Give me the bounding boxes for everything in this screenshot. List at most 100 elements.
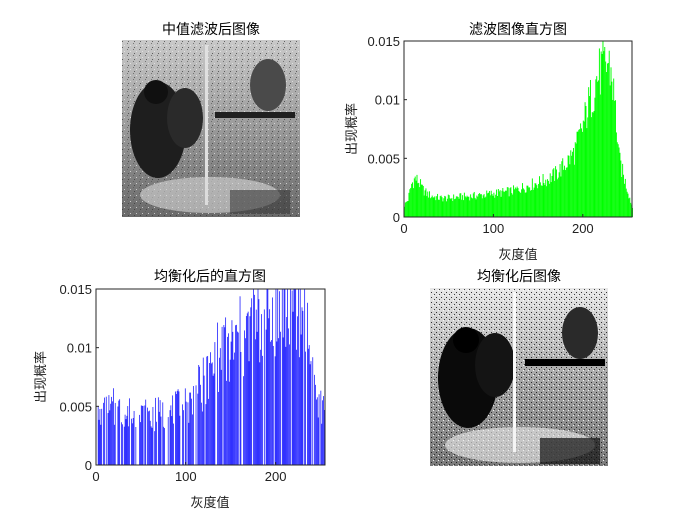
histogram-bar [307,348,309,465]
histogram-bar [154,431,156,465]
histogram-bar [480,194,482,217]
histogram-bar [123,426,125,465]
histogram-bar [169,410,171,465]
histogram-bar [291,290,293,465]
histogram-bar [275,289,277,465]
histogram-bar [406,201,408,217]
histogram-bar [564,165,565,217]
histogram-bar [464,196,466,217]
histogram-bar [270,341,271,465]
histogram-bar [486,190,488,217]
histogram-bar [211,362,213,465]
histogram-bar [536,185,538,217]
histogram-bar [307,302,308,465]
histogram-bar [521,189,523,217]
histogram-bar [178,391,180,465]
filtered-histogram-ticks: 0 100 200 0 0.005 0.01 0.015 [367,34,593,236]
histogram-bar [487,193,489,217]
histogram-bar [206,356,208,465]
histogram-bar [495,194,497,217]
histogram-bar [450,199,452,217]
histogram-bar [599,94,601,217]
histogram-bar [317,417,319,465]
histogram-bar [577,131,579,217]
histogram-bar [615,100,616,217]
histogram-bar [573,164,575,217]
histogram-bar [140,422,141,465]
equalized-histogram-box [95,288,326,466]
histogram-bar [314,374,315,465]
histogram-bar [276,341,278,465]
histogram-bar [259,362,261,465]
title-filtered-histogram: 滤波图像直方图 [469,22,567,38]
histogram-bar [465,197,467,217]
histogram-bar [446,198,448,217]
histogram-bar [197,393,199,465]
histogram-bar [594,97,596,217]
histogram-bar [228,333,229,465]
y-tick-label: 0 [85,458,92,473]
histogram-bar [118,400,120,465]
histogram-bar [304,289,306,465]
histogram-bar [481,198,483,217]
histogram-bar [162,402,164,465]
histogram-bar [490,190,492,217]
histogram-bar [604,46,606,217]
histogram-bar [477,196,479,217]
histogram-bar [279,291,280,465]
histogram-bar [523,189,525,217]
histogram-bar [229,359,231,465]
histogram-bar [182,404,183,465]
y-tick-label: 0.01 [67,341,92,356]
histogram-bar [587,117,589,217]
x-tick-label: 100 [483,221,505,236]
histogram-bar [458,198,460,217]
histogram-bar [622,163,624,217]
histogram-bar [110,403,112,465]
histogram-bar [563,169,565,217]
histogram-bar [192,414,193,465]
histogram-bar [254,294,255,465]
histogram-bar [300,334,302,465]
histogram-bar [285,346,287,465]
histogram-bar [158,411,160,465]
histogram-bar [624,178,626,217]
histogram-bar [283,289,285,465]
histogram-bar [606,63,608,217]
histogram-bar [488,190,490,217]
histogram-bar [152,407,154,465]
histogram-bar [516,186,518,217]
histogram-bar [232,331,234,465]
histogram-bar [199,366,200,465]
histogram-bar [240,352,242,465]
histogram-bar [292,311,294,465]
histogram-bar [627,193,629,217]
histogram-bar [261,314,262,465]
histogram-bar [405,201,407,217]
histogram-bar [589,79,591,217]
histogram-bar [114,402,116,465]
histogram-bar [483,194,485,217]
histogram-bar [470,194,472,217]
histogram-bar [564,170,566,217]
histogram-bar [559,164,561,217]
histogram-bar [251,298,253,465]
histogram-bar [416,174,418,217]
histogram-bar [315,384,316,465]
histogram-bar [131,423,133,465]
histogram-bar [272,345,274,465]
histogram-bar [243,376,244,465]
histogram-bar [499,190,501,217]
histogram-bar [498,191,500,217]
histogram-bar [208,398,209,465]
histogram-bar [305,351,306,465]
histogram-bar [446,201,447,217]
histogram-bar [629,197,631,217]
histogram-bar [100,424,102,465]
histogram-bar [621,176,623,217]
histogram-bar [606,72,608,218]
histogram-bar [202,357,204,465]
histogram-bar [184,388,186,465]
histogram-bar [581,131,583,217]
